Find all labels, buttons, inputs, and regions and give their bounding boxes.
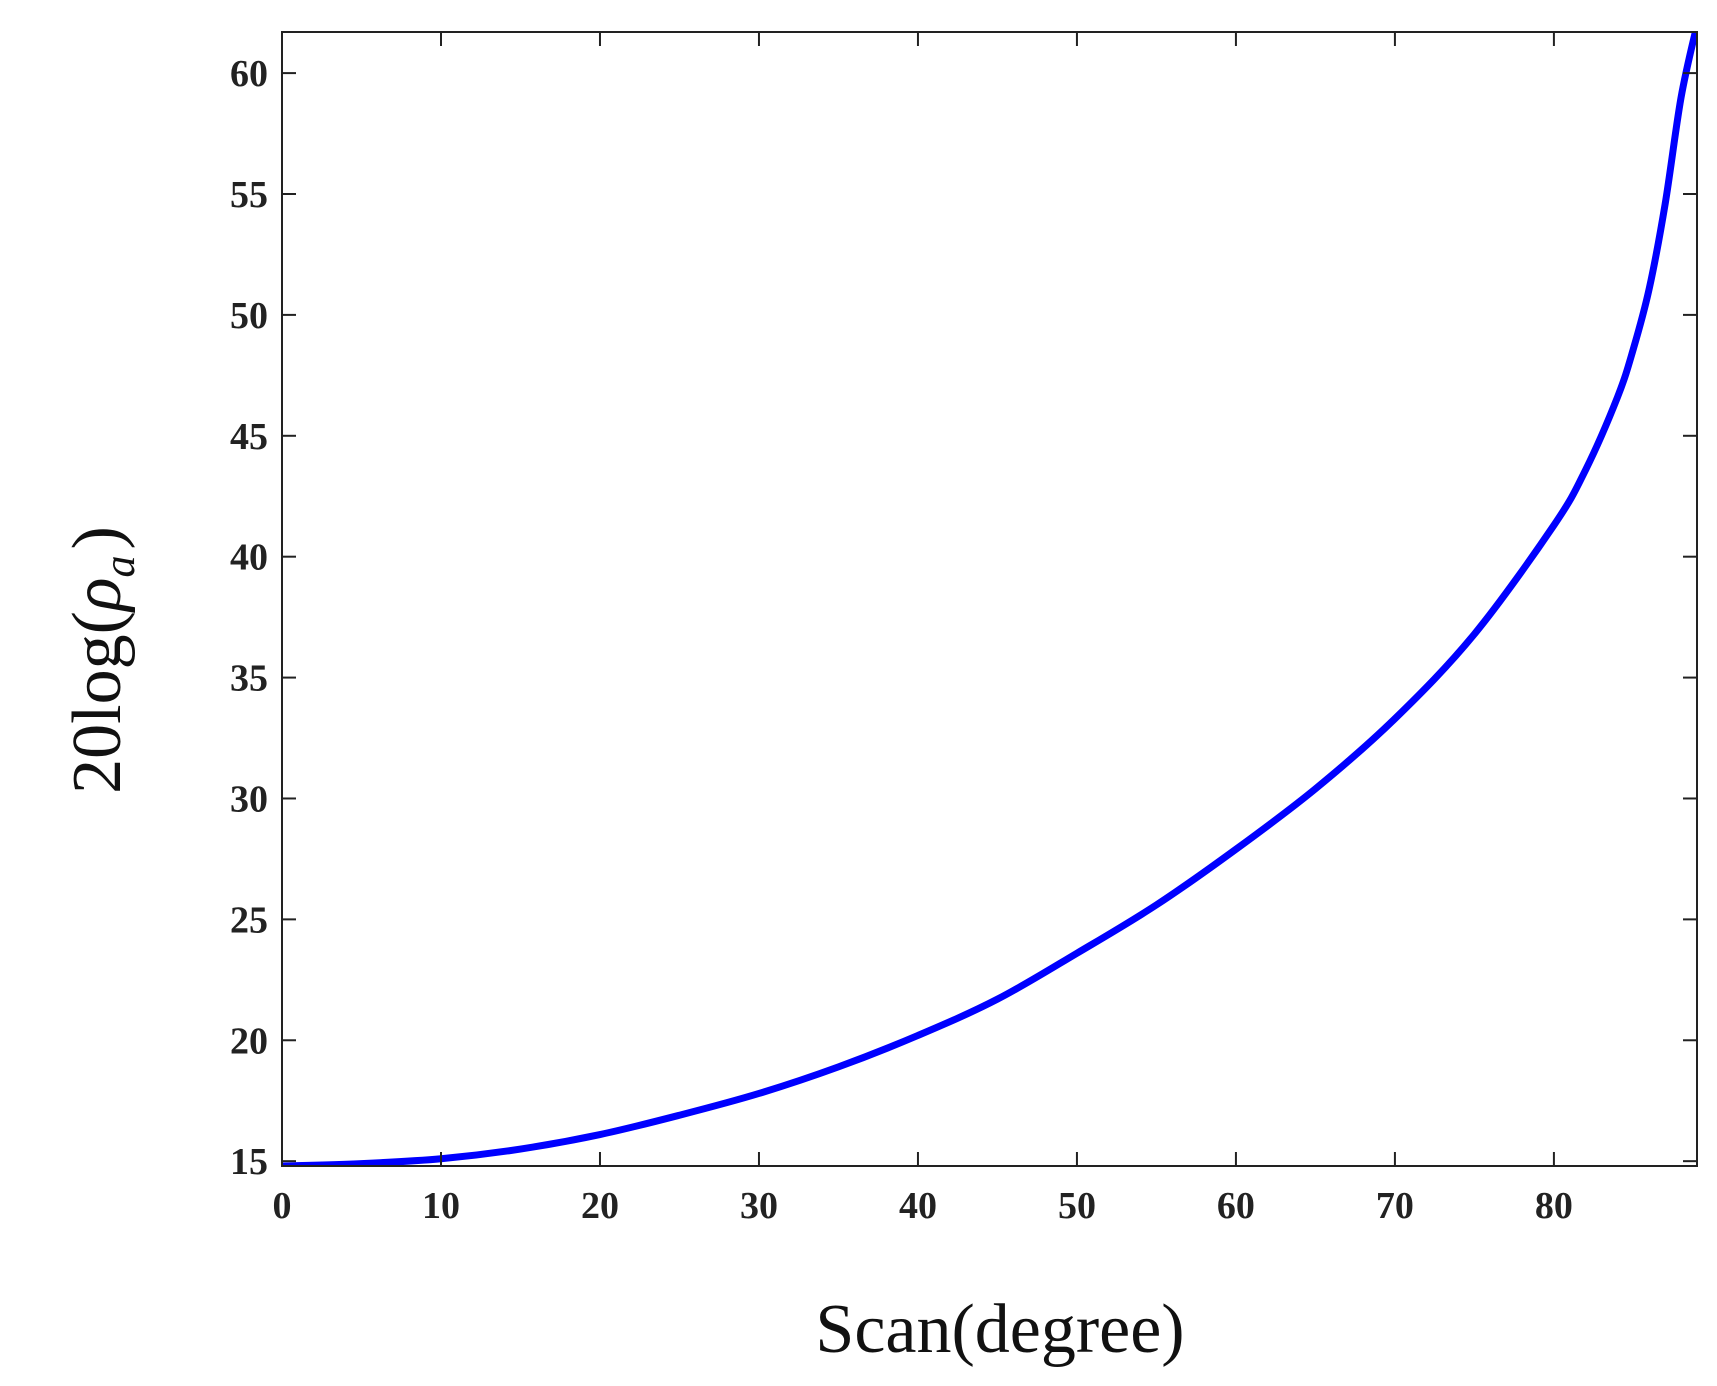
y-axis-label-subscript: a	[95, 555, 144, 577]
x-axis-label: Scan(degree)	[815, 1291, 1184, 1368]
x-tick-label: 0	[273, 1185, 292, 1227]
y-tick-label: 15	[230, 1141, 268, 1183]
svg-text:20log(ρa): 20log(ρa)	[59, 526, 144, 794]
x-tick-label: 20	[581, 1185, 619, 1227]
y-tick-label: 50	[230, 295, 268, 337]
x-tick-label: 80	[1535, 1185, 1573, 1227]
x-tick-label: 30	[740, 1185, 778, 1227]
y-tick-label: 20	[230, 1020, 268, 1062]
x-tick-label: 40	[899, 1185, 937, 1227]
y-axis-label-prefix: 20log(	[59, 611, 136, 794]
y-axis-label-suffix: )	[59, 526, 136, 549]
y-tick-label: 45	[230, 416, 268, 458]
y-tick-label: 35	[230, 658, 268, 700]
x-tick-label: 10	[422, 1185, 460, 1227]
x-tick-label: 50	[1058, 1185, 1096, 1227]
x-tick-label: 60	[1217, 1185, 1255, 1227]
y-tick-label: 30	[230, 778, 268, 820]
plot-area	[282, 32, 1697, 1166]
y-tick-label: 25	[230, 899, 268, 941]
x-tick-label: 70	[1376, 1185, 1414, 1227]
series-line	[282, 32, 1697, 1166]
y-axis-label-symbol: ρ	[59, 577, 136, 613]
y-tick-label: 55	[230, 174, 268, 216]
y-tick-label: 40	[230, 537, 268, 579]
plot-frame	[281, 31, 1698, 1167]
tick-labels: 0 10 20 30 40 50 60 70 80 15 20 25 30 35 40 45 50 55 60	[230, 53, 1573, 1227]
y-tick-label: 60	[230, 53, 268, 95]
y-axis-label: 20log(ρa)	[59, 526, 144, 794]
